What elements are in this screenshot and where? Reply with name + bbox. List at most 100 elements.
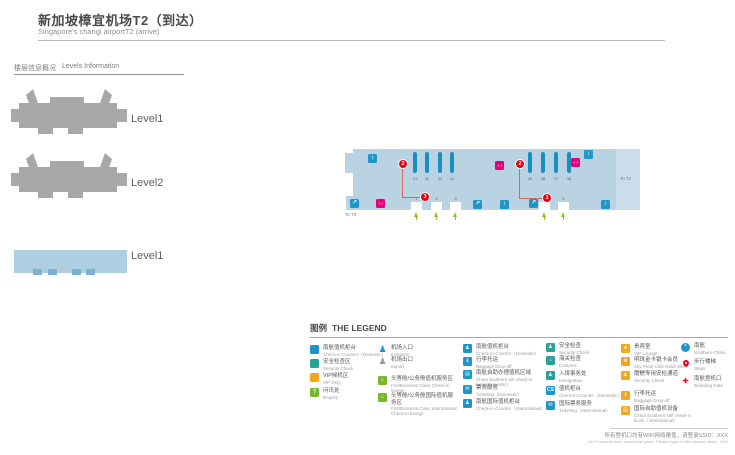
legend-entry-label-en: Check-in Counter（Domestic）	[559, 392, 622, 398]
exit-icon: ♟	[378, 357, 387, 366]
legend-entry-label-zh: 行李托运	[476, 357, 499, 363]
baggage-belt	[450, 152, 454, 173]
taxi-stand-icon	[434, 212, 438, 220]
route-line-horizontal	[402, 197, 420, 198]
boarding-gate-icon	[681, 376, 690, 385]
legend-entry-text: 机场入口 Entrance	[391, 345, 458, 357]
route-badge-end: 3	[543, 194, 551, 202]
legend-entry-label-zh: 值机柜台	[559, 386, 582, 392]
legend-entry: ⌂ 头等舱/公务舱国际值机服务区 FirstBusiness Class Inter…	[378, 393, 458, 417]
elevator-icon: ↕	[584, 150, 593, 159]
legend-entry-label-zh: 海关检查	[559, 356, 582, 362]
page-title: 新加坡樟宜机场T2（到达）	[38, 13, 203, 28]
legend-entry-text: 南航自助办理值机区域 China Southern set check-in ki…	[476, 370, 543, 387]
intl-self-checkin-icon: ▤	[621, 406, 630, 415]
route-line-vertical	[519, 168, 520, 198]
legend-entry: ♟ 南航国际值机柜台 Check-in-Counter（International）	[463, 399, 546, 411]
legend-entry: ⇓ 行李托运 Baggage Drop-off	[463, 357, 543, 369]
escalator-icon: ↗	[529, 199, 538, 208]
legend-entry-label-zh: 问讯处	[323, 388, 340, 394]
level-item-0[interactable]: Level1	[10, 88, 200, 144]
legend-entry: 安全检查区 Security Check	[310, 359, 390, 371]
first-business-lounge-icon: ⌂	[378, 376, 387, 385]
legend-entry-text: 明珠金卡银卡会员 Sky Pearl Club Gold/ Silver memb…	[634, 357, 701, 374]
legend-entry-text: 行李托运 Baggage Drop-off	[634, 391, 701, 403]
cs-security-check-icon: ♟	[621, 371, 630, 380]
escalator-icon: ↗	[473, 200, 482, 209]
legend-entry: ? 问讯处 Enquiry	[310, 388, 390, 400]
level-item-1[interactable]: Level2	[10, 152, 200, 208]
taxi-stand-icon	[542, 212, 546, 220]
legend-entry-label-zh: 国际自助值机设备	[634, 406, 679, 412]
level-silhouette	[10, 152, 128, 209]
route-line-horizontal	[519, 198, 543, 199]
customs-icon: ⌂	[546, 356, 555, 365]
terminal-building	[353, 149, 640, 210]
legend-entry-label-en: Check-in-Counter（International）	[476, 405, 546, 411]
route-badge-start: 2	[516, 160, 524, 168]
legend-entry-label-en: Check-in-Counter（Domestic）	[476, 350, 540, 356]
levels-section-rule	[14, 74, 184, 75]
route-badge-end: 3	[421, 193, 429, 201]
legend-entry-text: 国际票务服务 Ticketing（International）	[559, 401, 626, 413]
first-business-intl-lounge-icon: ⌂	[378, 393, 387, 402]
baggage-belt-label: 31	[412, 176, 418, 181]
exit-number: 5	[562, 196, 565, 201]
entrance-icon: ♟	[378, 345, 387, 354]
vip-lounge-icon: ★	[621, 344, 630, 353]
legend-entry-label-zh: 南航国际值机柜台	[476, 399, 521, 405]
legend-entry: 南航登机口 Boarding Gate	[681, 376, 735, 388]
baggage-belt-label: 34	[449, 176, 455, 181]
exit-door	[450, 202, 461, 210]
legend-entry: CS 值机柜台 Check-in Counter（Domestic）	[546, 386, 626, 398]
baggage-belt	[425, 152, 429, 173]
legend-entry: VIP候机区 VIP Only	[310, 373, 390, 385]
baggage-belt	[438, 152, 442, 173]
level-thumb-tab	[72, 269, 81, 275]
legend-entry-label-zh: 入境事务处	[559, 371, 587, 377]
legend-entry-label-zh: 明珠金卡银卡会员	[634, 357, 679, 363]
legend-entry: ♟ 南航值机柜台 Check-in-Counter（Domestic）	[463, 344, 543, 356]
taxi-stand-icon	[453, 212, 457, 220]
elevator-icon: ↕	[601, 200, 610, 209]
legend-entry-text: 安全检查 Security Check	[559, 343, 626, 355]
level-label: Level2	[131, 177, 164, 189]
legend-entry-text: 票务服务 Ticketing（Domestic）	[476, 385, 543, 397]
legend-entry-label-en: Boarding Gate	[694, 382, 724, 388]
legend-entry: ★ 贵宾室 VIP Lounge	[621, 344, 701, 356]
legend-entry-label-en: Check-in-Counter（Domestic）	[323, 351, 387, 357]
legend-entry: ♟ 南航专用安检通道 Security Check	[621, 371, 701, 383]
legend-entry-text: 南航 Southern-China	[694, 343, 735, 355]
header-rule	[38, 40, 665, 41]
legend-entry-text: 问讯处 Enquiry	[323, 388, 390, 400]
route-badge-start: 2	[399, 160, 407, 168]
legend-entry-label-en: Steps	[694, 365, 706, 371]
legend-entry-text: 值机柜台 Check-in Counter（Domestic）	[559, 386, 626, 398]
level-label: Level1	[131, 250, 164, 262]
legend-entry-text: 头等舱/公务舱值机服务区 FirstBusiness Class Check-in…	[391, 376, 458, 393]
exit-number: 1	[415, 196, 418, 201]
cs-checkin-counter-icon: CS	[546, 386, 555, 395]
legend-entry-text: 头等舱/公务舱国际值机服务区 FirstBusiness Class Intern…	[391, 393, 458, 417]
legend-entry-label-en: China Southern self check-in kiosk（inter…	[634, 412, 692, 423]
escalator-icon: ↗	[350, 199, 359, 208]
legend-entry-label-zh: 行李托运	[634, 391, 657, 397]
legend-entry: ▤ 南航自助办理值机区域 China Southern set check-in k…	[463, 370, 543, 387]
baggage-belt-label: 33	[437, 176, 443, 181]
legend-entry-label-en: Entrance	[391, 351, 410, 357]
legend-entry: ♟ 机场入口 Entrance	[378, 345, 458, 357]
legend-entry: ♟ 安全检查 Security Check	[546, 343, 626, 355]
legend-entry-label-en: China Southern set check-in kiosk(Domest…	[476, 376, 533, 387]
baggage-belt-label: 38	[566, 176, 572, 181]
legend-entry: ▤ 国际自助值机设备 China Southern self check-in ki…	[621, 406, 701, 423]
security-check-icon: ♟	[546, 343, 555, 352]
footer-rule	[610, 428, 728, 429]
legend-entry-label-en: Sky Pearl Club Gold/ Silver member	[634, 363, 689, 374]
level-thumb-tab	[33, 269, 42, 275]
taxi-stand-icon	[561, 212, 565, 220]
level-item-2-active[interactable]: Level1	[10, 245, 200, 301]
legend-entry-text: 南航国际值机柜台 Check-in-Counter（International）	[476, 399, 546, 411]
level-silhouette	[10, 88, 128, 145]
legend-entry-label-zh: 头等舱/公务舱国际值机服务区	[391, 393, 454, 406]
